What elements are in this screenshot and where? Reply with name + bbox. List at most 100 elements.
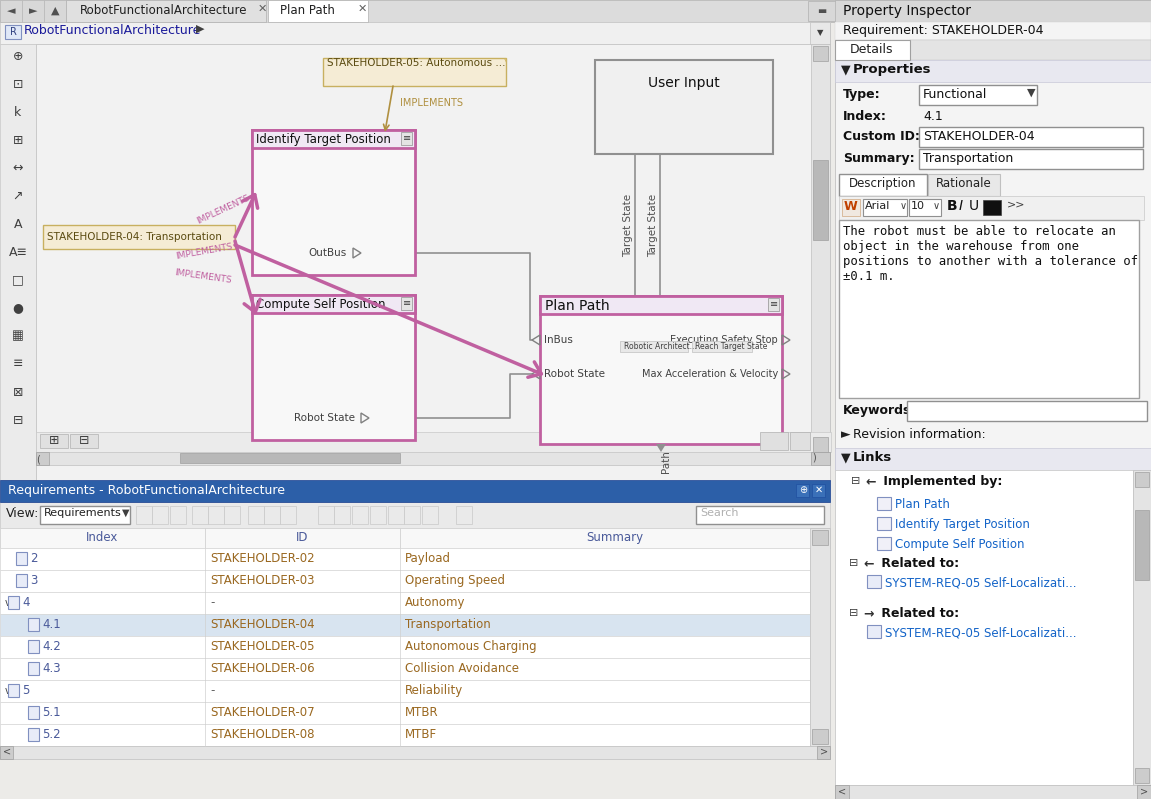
Text: STAKEHOLDER-05: Autonomous ...: STAKEHOLDER-05: Autonomous ... [327, 58, 505, 68]
Bar [0, 22, 830, 44]
Bar [40, 434, 68, 448]
Bar [323, 58, 506, 86]
Bar [2, 129, 35, 151]
Bar [1133, 470, 1151, 785]
Text: STAKEHOLDER-08: STAKEHOLDER-08 [209, 728, 314, 741]
Bar [252, 295, 416, 313]
Bar [2, 297, 35, 319]
Bar [834, 448, 1151, 470]
Bar [36, 452, 49, 465]
Text: The robot must be able to relocate an
object in the warehouse from one
positions: The robot must be able to relocate an ob… [843, 225, 1138, 283]
Bar [813, 437, 828, 452]
Text: STAKEHOLDER-03: STAKEHOLDER-03 [209, 574, 314, 587]
Bar [0, 528, 205, 548]
Bar [0, 44, 36, 480]
Text: InBus: InBus [544, 335, 573, 345]
Bar [40, 506, 130, 524]
Text: ▼: ▼ [817, 29, 823, 38]
Text: IMPLEMENTS: IMPLEMENTS [195, 193, 251, 226]
Text: Summary: Summary [587, 531, 643, 544]
Polygon shape [628, 146, 641, 154]
Bar [8, 684, 20, 697]
Text: ⊟: ⊟ [13, 414, 23, 427]
Text: ←: ← [866, 475, 876, 488]
Bar [909, 199, 942, 216]
Text: ◄: ◄ [7, 6, 15, 16]
Bar [2, 213, 35, 235]
Bar [0, 614, 810, 636]
Text: IMPLEMENTS: IMPLEMENTS [174, 268, 233, 285]
Text: ←: ← [863, 557, 874, 570]
Text: Compute Self Position: Compute Self Position [895, 538, 1024, 551]
Bar [180, 453, 401, 463]
Bar [877, 517, 891, 530]
Text: Index: Index [86, 531, 119, 544]
Bar [983, 200, 1001, 215]
Text: Implemented by:: Implemented by: [879, 475, 1003, 488]
Text: -: - [209, 684, 214, 697]
Bar [768, 298, 779, 311]
Text: Target State: Target State [623, 193, 633, 256]
Text: Robot State: Robot State [544, 369, 605, 379]
Bar [264, 506, 280, 524]
Text: <: < [838, 787, 846, 797]
Bar [811, 44, 830, 452]
Text: Requirements - RobotFunctionalArchitecture: Requirements - RobotFunctionalArchitectu… [8, 484, 285, 497]
Bar [208, 506, 224, 524]
Text: 4.1: 4.1 [923, 110, 943, 123]
Text: Autonomous Charging: Autonomous Charging [405, 640, 536, 653]
Text: →: → [863, 607, 874, 620]
Bar [252, 130, 416, 275]
Bar [252, 130, 416, 148]
Text: Compute Self Position: Compute Self Position [256, 298, 386, 311]
Text: Plan Path: Plan Path [546, 299, 610, 313]
Bar [280, 506, 296, 524]
Bar [834, 785, 1151, 799]
Bar [352, 506, 368, 524]
Text: ▲: ▲ [51, 6, 59, 16]
Text: ✕: ✕ [358, 4, 367, 14]
Text: □: □ [13, 273, 24, 287]
Bar [867, 575, 881, 588]
Text: Reach Target State: Reach Target State [695, 342, 768, 351]
Bar [170, 506, 186, 524]
Bar [0, 528, 830, 548]
Text: IMPLEMENTS: IMPLEMENTS [175, 242, 234, 260]
Bar [28, 728, 39, 741]
Text: Reliability: Reliability [405, 684, 463, 697]
Text: Summary:: Summary: [843, 152, 915, 165]
Bar [2, 45, 35, 67]
Bar [834, 40, 910, 60]
Text: RobotFunctionalArchitecture: RobotFunctionalArchitecture [81, 4, 247, 17]
Bar [0, 592, 810, 614]
Bar [404, 506, 420, 524]
Bar [36, 44, 830, 481]
Text: Properties: Properties [853, 63, 931, 76]
Bar [0, 724, 810, 746]
Bar [839, 174, 927, 196]
Bar [907, 401, 1148, 421]
Text: 5: 5 [22, 684, 30, 697]
Bar [22, 0, 44, 22]
Bar [877, 497, 891, 510]
Bar [247, 506, 264, 524]
Bar [2, 353, 35, 375]
Text: ∨: ∨ [933, 201, 940, 211]
Bar [692, 341, 752, 352]
Text: IMPLEMENTS: IMPLEMENTS [401, 98, 463, 108]
Text: >>: >> [1007, 199, 1026, 209]
Bar [401, 528, 830, 548]
Bar [401, 297, 412, 310]
Bar [334, 506, 350, 524]
Bar [811, 452, 830, 465]
Text: STAKEHOLDER-04: STAKEHOLDER-04 [923, 130, 1035, 143]
Bar [28, 618, 39, 631]
Text: ▼: ▼ [841, 63, 851, 76]
Bar [877, 537, 891, 550]
Text: ≡: ≡ [770, 299, 778, 309]
Text: Target State: Target State [648, 193, 658, 256]
Text: ⊞: ⊞ [48, 435, 59, 447]
Bar [0, 548, 810, 570]
Text: ✕: ✕ [258, 4, 267, 14]
Text: 2: 2 [30, 552, 38, 565]
